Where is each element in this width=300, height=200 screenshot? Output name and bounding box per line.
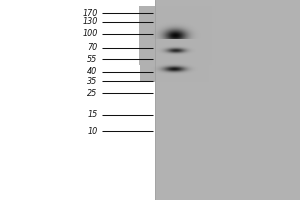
Text: 15: 15 — [87, 110, 98, 119]
Text: 40: 40 — [87, 68, 98, 76]
Bar — [154, 0, 300, 200]
Text: 130: 130 — [82, 18, 98, 26]
Text: 170: 170 — [82, 8, 98, 18]
Text: 55: 55 — [87, 54, 98, 64]
Text: 70: 70 — [87, 44, 98, 52]
Text: 100: 100 — [82, 29, 98, 38]
Text: 25: 25 — [87, 88, 98, 98]
Text: 35: 35 — [87, 76, 98, 86]
Text: 10: 10 — [87, 127, 98, 136]
